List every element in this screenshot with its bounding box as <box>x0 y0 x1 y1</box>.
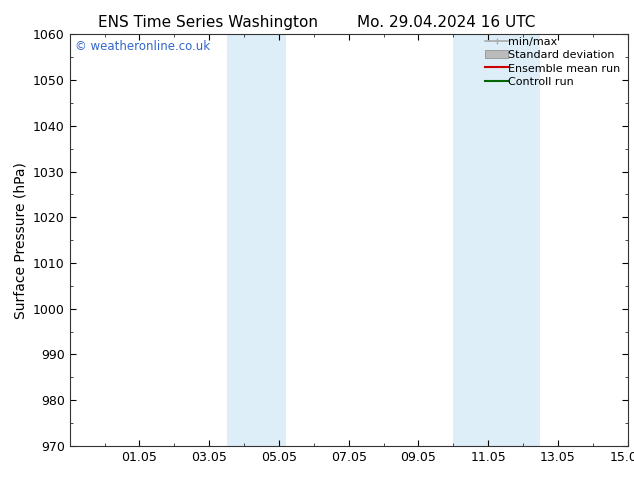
Text: ENS Time Series Washington        Mo. 29.04.2024 16 UTC: ENS Time Series Washington Mo. 29.04.202… <box>98 15 536 30</box>
Bar <box>453 34 540 446</box>
Legend: min/max, Standard deviation, Ensemble mean run, Controll run: min/max, Standard deviation, Ensemble me… <box>486 37 625 87</box>
Text: © weatheronline.co.uk: © weatheronline.co.uk <box>75 41 210 53</box>
Bar <box>226 34 286 446</box>
Y-axis label: Surface Pressure (hPa): Surface Pressure (hPa) <box>13 162 27 318</box>
